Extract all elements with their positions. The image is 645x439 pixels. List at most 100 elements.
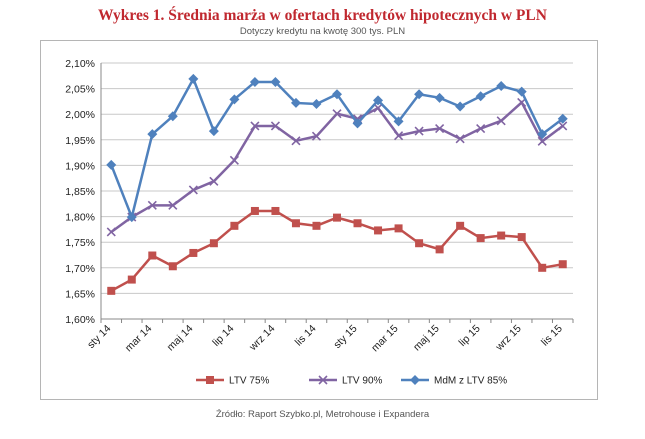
data-point-ltv-90 — [476, 123, 486, 134]
data-point-ltv-90 — [332, 109, 342, 119]
data-point-ltv-75 — [148, 251, 157, 260]
line-chart: 1,60% 1,65% 1,70% 1,75% 1,80% 1,85% 1,90% 1,95%… — [65, 58, 574, 387]
data-point-ltv-90 — [373, 103, 383, 113]
data-point-mdm-z-ltv-85 — [516, 86, 527, 97]
data-point-ltv-90 — [496, 116, 506, 126]
series-line-mdm-z-ltv-85 — [110, 75, 564, 222]
y-tick-label: 2,05% — [65, 84, 95, 96]
data-point-ltv-90 — [455, 134, 465, 144]
series-line-ltv-90 — [110, 100, 564, 233]
data-point-ltv-75 — [456, 221, 465, 230]
data-point-ltv-90 — [291, 136, 301, 146]
data-point-ltv-90 — [435, 123, 445, 134]
series-line-ltv-75 — [110, 209, 563, 292]
data-point-mdm-z-ltv-85 — [188, 73, 199, 84]
data-point-ltv-90 — [147, 200, 157, 210]
source-note: Źródło: Raport Szybko.pl, Metrohouse i E… — [215, 409, 430, 420]
x-tick-label: lis 15 — [539, 323, 565, 349]
data-point-mdm-z-ltv-85 — [167, 111, 178, 122]
y-tick-label: 1,95% — [65, 135, 95, 147]
legend-label-mdm-z-ltv-85: MdM z LTV 85% — [434, 376, 507, 387]
data-point-mdm-z-ltv-85 — [208, 126, 219, 137]
x-tick-label: wrz 14 — [246, 323, 277, 354]
data-point-ltv-75 — [107, 286, 116, 295]
x-tick-label: wrz 15 — [493, 323, 524, 354]
data-point-ltv-90 — [229, 155, 239, 165]
legend-marker-ltv-75 — [206, 376, 214, 384]
data-point-ltv-75 — [394, 224, 403, 233]
y-tick-label: 2,00% — [65, 109, 95, 121]
legend-label-ltv-90: LTV 90% — [342, 376, 382, 387]
y-tick-label: 2,10% — [65, 58, 95, 70]
legend-label-ltv-75: LTV 75% — [229, 376, 269, 387]
chart-title: Wykres 1. Średnia marża w ofertach kredy… — [98, 7, 547, 24]
y-tick-label: 1,70% — [65, 263, 95, 275]
data-point-mdm-z-ltv-85 — [126, 212, 137, 223]
data-point-mdm-z-ltv-85 — [332, 89, 342, 100]
data-point-ltv-90 — [106, 227, 116, 237]
x-tick-label: mar 14 — [123, 323, 155, 355]
data-point-ltv-90 — [558, 121, 568, 131]
legend-marker-mdm-z-ltv-85 — [410, 375, 420, 385]
data-point-ltv-75 — [312, 221, 321, 230]
x-tick-label: maj 15 — [411, 323, 442, 354]
data-point-ltv-75 — [476, 234, 485, 243]
data-point-ltv-90 — [537, 136, 547, 146]
data-point-mdm-z-ltv-85 — [393, 116, 404, 127]
data-point-mdm-z-ltv-85 — [106, 159, 117, 170]
x-tick-label: lip 14 — [210, 323, 236, 349]
data-point-ltv-75 — [127, 275, 136, 284]
data-point-mdm-z-ltv-85 — [270, 76, 281, 87]
data-point-ltv-75 — [538, 263, 547, 272]
x-tick-label: sty 15 — [331, 323, 359, 351]
data-point-mdm-z-ltv-85 — [496, 81, 507, 92]
data-point-ltv-90 — [209, 176, 219, 186]
data-point-ltv-75 — [209, 239, 218, 248]
y-tick-label: 1,90% — [65, 160, 95, 172]
data-point-ltv-75 — [168, 262, 177, 271]
data-point-ltv-75 — [497, 231, 506, 240]
y-tick-label: 1,60% — [65, 314, 95, 326]
y-tick-label: 1,80% — [65, 212, 95, 224]
data-point-mdm-z-ltv-85 — [229, 94, 240, 105]
data-point-mdm-z-ltv-85 — [352, 118, 363, 129]
data-point-ltv-75 — [415, 239, 424, 248]
data-point-mdm-z-ltv-85 — [373, 95, 384, 106]
data-point-mdm-z-ltv-85 — [455, 101, 466, 112]
data-point-ltv-75 — [271, 206, 280, 215]
data-point-mdm-z-ltv-85 — [249, 76, 260, 87]
data-point-ltv-75 — [250, 206, 259, 215]
data-point-ltv-75 — [189, 248, 198, 257]
data-point-ltv-90 — [168, 200, 178, 210]
data-point-ltv-90 — [393, 131, 404, 141]
data-point-ltv-75 — [230, 221, 239, 230]
data-point-mdm-z-ltv-85 — [414, 89, 425, 100]
data-point-ltv-75 — [353, 219, 362, 228]
data-point-ltv-90 — [414, 126, 424, 136]
data-point-ltv-75 — [558, 260, 567, 269]
data-point-mdm-z-ltv-85 — [475, 91, 486, 102]
y-tick-label: 1,85% — [65, 186, 95, 198]
chart-subtitle: Dotyczy kredytu na kwotę 300 tys. PLN — [239, 26, 406, 37]
data-point-ltv-75 — [435, 245, 444, 254]
data-point-ltv-75 — [333, 213, 341, 222]
x-tick-label: sty 14 — [85, 323, 113, 351]
data-point-mdm-z-ltv-85 — [311, 98, 322, 109]
data-point-ltv-75 — [374, 226, 383, 235]
data-point-mdm-z-ltv-85 — [537, 129, 548, 140]
chart-area: 1,60% 1,65% 1,70% 1,75% 1,80% 1,85% 1,90% 1,95%… — [40, 40, 598, 400]
y-tick-label: 1,75% — [65, 237, 95, 249]
data-point-mdm-z-ltv-85 — [147, 129, 158, 140]
data-point-ltv-90 — [270, 121, 281, 131]
x-tick-label: mar 15 — [369, 323, 401, 355]
legend-marker-ltv-90 — [318, 375, 328, 385]
x-tick-label: lip 15 — [457, 323, 483, 349]
data-point-ltv-90 — [188, 185, 198, 195]
data-point-ltv-75 — [517, 233, 526, 242]
x-tick-label: maj 14 — [165, 323, 196, 354]
y-tick-label: 1,65% — [65, 288, 95, 300]
data-point-ltv-75 — [291, 219, 300, 228]
data-point-ltv-90 — [250, 121, 260, 131]
data-point-mdm-z-ltv-85 — [557, 113, 568, 124]
data-point-mdm-z-ltv-85 — [434, 92, 445, 103]
